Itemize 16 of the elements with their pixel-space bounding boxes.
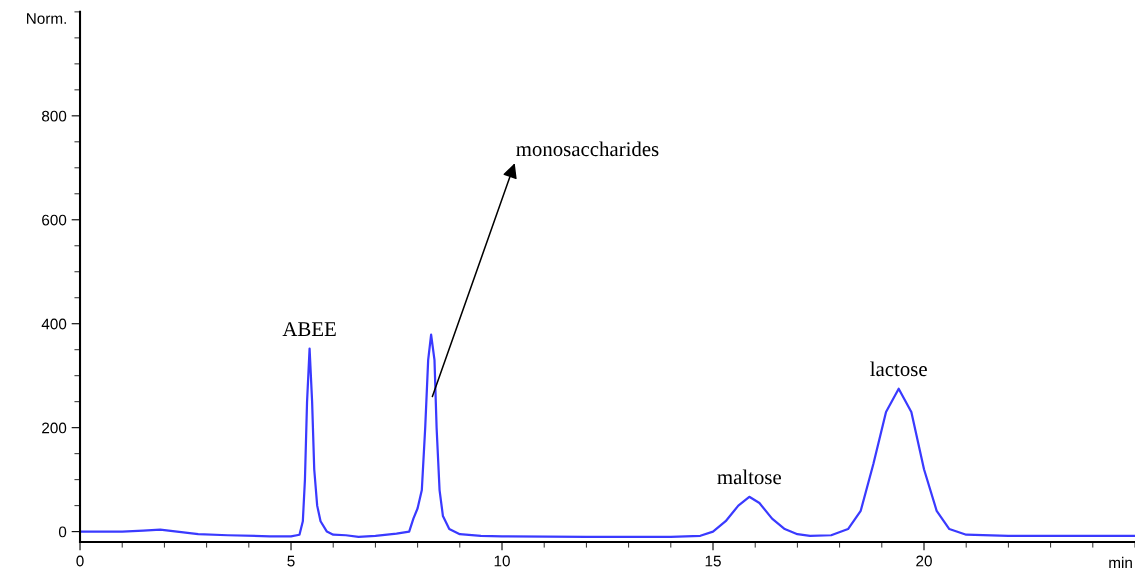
annotation: monosaccharides — [516, 141, 659, 157]
y-tick-label: 800 — [42, 110, 67, 122]
x-tick-label: 15 — [705, 555, 721, 567]
y-axis-title: Norm. — [27, 13, 66, 24]
x-tick-label: 20 — [916, 555, 932, 567]
y-tick-label: 200 — [42, 422, 67, 434]
x-tick-label: 5 — [287, 555, 295, 567]
x-tick-label: 0 — [76, 555, 84, 567]
y-tick-label: 0 — [58, 526, 67, 538]
y-tick-label: 400 — [41, 318, 67, 330]
annotation: lactose — [870, 361, 927, 377]
annotation: maltose — [717, 469, 781, 485]
annotation: ABEE — [282, 322, 336, 336]
y-tick-label: 600 — [42, 214, 67, 226]
x-tick-label: 10 — [494, 555, 510, 567]
x-axis-title: min — [1109, 556, 1132, 568]
